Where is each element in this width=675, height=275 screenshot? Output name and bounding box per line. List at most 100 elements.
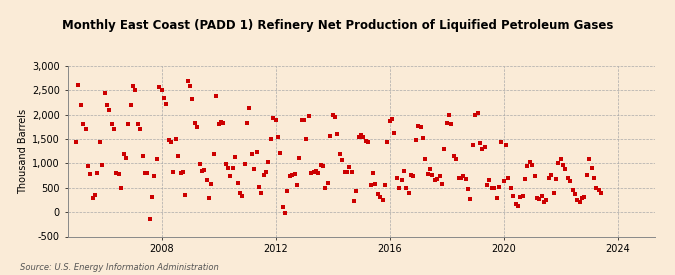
Point (76, 103, 86, 107)
Point (339, 170, 350, 174)
Point (541, 198, 552, 203)
Point (410, 137, 421, 142)
Point (353, 134, 364, 139)
Point (546, 172, 557, 177)
Point (318, 164, 329, 169)
Point (196, 169, 207, 173)
Point (323, 181, 333, 185)
Point (206, 182, 217, 186)
Point (522, 164, 533, 168)
Point (398, 169, 409, 173)
Point (246, 152, 257, 156)
Point (104, 108, 115, 112)
Point (515, 195, 526, 199)
Point (420, 156, 431, 161)
Point (168, 170, 179, 174)
Point (215, 120, 226, 124)
Point (90, 193, 101, 197)
Point (389, 131, 400, 135)
Point (256, 191, 267, 195)
Point (496, 140, 507, 144)
Point (85, 172, 96, 176)
Point (180, 193, 191, 197)
Point (548, 191, 559, 195)
Point (154, 85, 165, 90)
Point (249, 167, 260, 172)
Point (337, 157, 348, 162)
Point (130, 88, 141, 93)
Point (479, 145, 490, 149)
Point (439, 147, 450, 151)
Point (80, 127, 91, 131)
Point (412, 124, 423, 128)
Point (482, 183, 493, 187)
Point (325, 133, 335, 138)
Point (437, 182, 448, 186)
Point (520, 176, 531, 181)
Point (508, 194, 518, 198)
Point (306, 171, 317, 175)
Point (572, 198, 583, 202)
Point (348, 199, 359, 203)
Point (99, 90, 110, 95)
Point (113, 172, 124, 176)
Point (165, 140, 176, 144)
Point (71, 139, 82, 144)
Point (292, 183, 302, 187)
Point (329, 115, 340, 119)
Point (190, 121, 200, 126)
Point (593, 188, 604, 192)
Point (472, 111, 483, 115)
Point (273, 134, 284, 139)
Point (358, 135, 369, 139)
Point (176, 171, 186, 175)
Point (560, 167, 571, 171)
Point (370, 182, 381, 186)
Point (443, 112, 454, 117)
Point (194, 162, 205, 167)
Point (512, 204, 523, 208)
Point (382, 140, 393, 144)
Point (579, 195, 590, 199)
Point (237, 193, 248, 198)
Point (101, 103, 112, 107)
Point (368, 171, 379, 175)
Point (586, 166, 597, 170)
Point (423, 171, 433, 176)
Point (365, 183, 376, 188)
Point (289, 172, 300, 176)
Point (227, 166, 238, 170)
Point (451, 156, 462, 161)
Point (187, 97, 198, 101)
Point (170, 137, 181, 141)
Point (553, 161, 564, 166)
Point (296, 117, 307, 122)
Point (135, 127, 146, 131)
Point (315, 163, 326, 167)
Point (342, 170, 352, 174)
Point (78, 122, 88, 127)
Point (408, 174, 418, 178)
Text: Source: U.S. Energy Information Administration: Source: U.S. Energy Information Administ… (20, 263, 219, 272)
Point (456, 176, 466, 180)
Point (92, 171, 103, 175)
Point (232, 181, 243, 185)
Point (491, 196, 502, 200)
Point (140, 171, 151, 175)
Point (506, 186, 516, 190)
Point (282, 188, 293, 193)
Point (415, 125, 426, 130)
Point (178, 170, 188, 174)
Point (501, 143, 512, 147)
Point (163, 137, 174, 142)
Point (235, 191, 246, 195)
Point (268, 116, 279, 120)
Point (327, 113, 338, 117)
Point (475, 141, 485, 145)
Point (375, 195, 385, 199)
Point (310, 169, 321, 174)
Point (565, 179, 576, 183)
Point (427, 173, 438, 177)
Point (589, 176, 599, 180)
Point (562, 176, 573, 180)
